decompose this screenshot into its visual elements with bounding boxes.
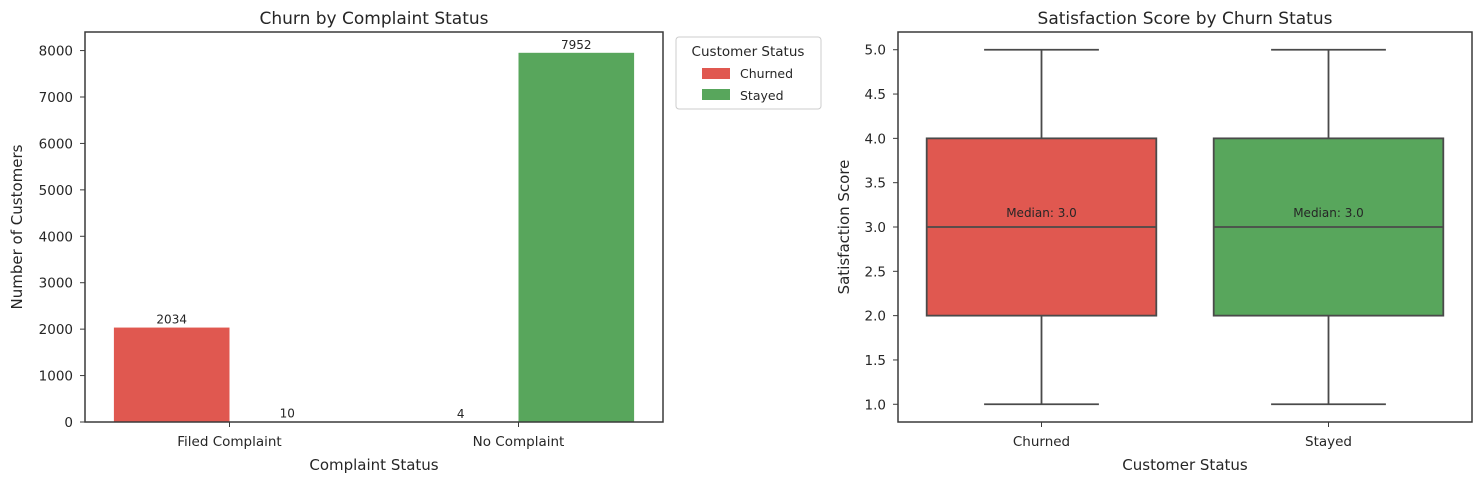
legend-label-stayed: Stayed: [740, 88, 784, 103]
x-tick-label: Stayed: [1305, 434, 1352, 450]
y-tick-label: 1.5: [865, 353, 886, 369]
bar-chart-xlabel: Complaint Status: [309, 456, 438, 474]
y-tick-label: 2.5: [865, 264, 886, 280]
box-median-label: Median: 3.0: [1006, 206, 1077, 220]
y-tick-label: 4.5: [865, 87, 886, 103]
legend-title: Customer Status: [692, 44, 805, 60]
y-tick-label: 7000: [39, 90, 73, 106]
bar-chart-title: Churn by Complaint Status: [259, 9, 488, 29]
y-tick-label: 6000: [39, 136, 73, 152]
bar-chart-complaint: Churn by Complaint Status Complaint Stat…: [8, 9, 821, 474]
bar-data-label: 4: [457, 407, 465, 421]
box-chart-satisfaction: Satisfaction Score by Churn Status Custo…: [835, 9, 1472, 474]
bar-churned: [114, 328, 230, 422]
legend: Customer Status Churned Stayed: [676, 37, 821, 109]
y-tick-label: 8000: [39, 44, 73, 60]
y-tick-label: 5.0: [865, 43, 886, 59]
x-tick-label: No Complaint: [473, 434, 565, 450]
y-tick-label: 2000: [39, 322, 73, 338]
y-tick-label: 0: [64, 415, 73, 431]
y-tick-label: 2.0: [865, 309, 886, 325]
y-tick-label: 3.0: [865, 220, 886, 236]
bar-chart-ylabel: Number of Customers: [8, 144, 26, 309]
box-chart-ylabel: Satisfaction Score: [835, 160, 853, 295]
y-tick-label: 4.0: [865, 131, 886, 147]
box-median-label: Median: 3.0: [1293, 206, 1364, 220]
legend-swatch-stayed: [702, 89, 730, 100]
y-tick-label: 1000: [39, 369, 73, 385]
x-tick-label: Churned: [1013, 434, 1070, 450]
y-tick-label: 5000: [39, 183, 73, 199]
bar-data-label: 10: [280, 407, 295, 421]
legend-label-churned: Churned: [740, 66, 793, 81]
y-tick-label: 1.0: [865, 397, 886, 413]
x-tick-label: Filed Complaint: [177, 434, 281, 450]
y-tick-label: 3000: [39, 276, 73, 292]
bar-data-label: 7952: [561, 38, 592, 52]
legend-swatch-churned: [702, 68, 730, 79]
box-chart-title: Satisfaction Score by Churn Status: [1038, 9, 1333, 29]
bar-data-label: 2034: [156, 313, 187, 327]
bar-stayed: [519, 53, 635, 422]
y-tick-label: 4000: [39, 229, 73, 245]
y-tick-label: 3.5: [865, 176, 886, 192]
box-chart-xlabel: Customer Status: [1122, 456, 1248, 474]
